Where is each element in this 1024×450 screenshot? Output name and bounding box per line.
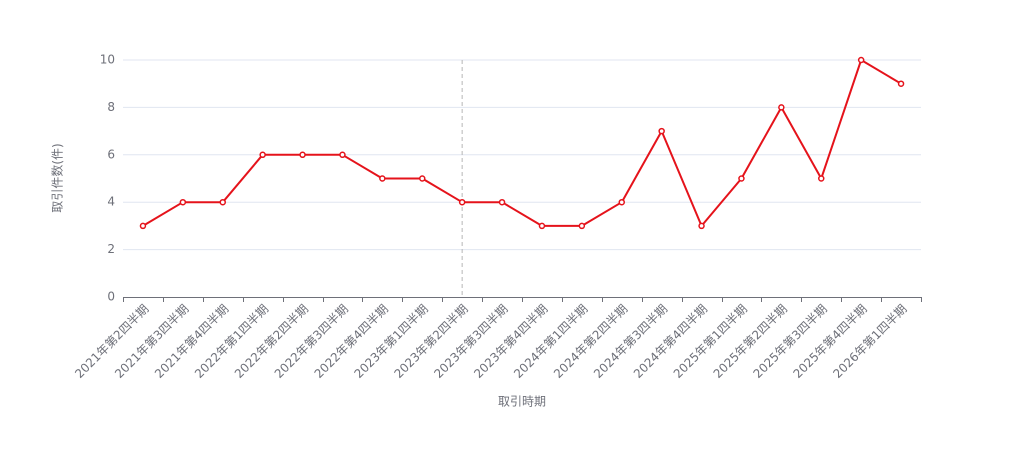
x-tick-label: 2021年第3四半期 [112, 302, 191, 381]
x-tick-label: 2024年第3四半期 [591, 302, 670, 381]
point [179, 198, 187, 206]
x-tick-label: 2023年第4四半期 [471, 302, 550, 381]
point [698, 222, 705, 230]
x-tick-label: 2026年第1四半期 [830, 302, 909, 381]
point [578, 222, 586, 230]
x-tick-label: 2024年第1四半期 [511, 302, 590, 381]
x-tick-label: 2025年第2四半期 [711, 302, 790, 381]
x-tick-label: 2022年第4四半期 [312, 302, 391, 381]
point [379, 175, 386, 182]
point [778, 104, 785, 111]
x-tick-label: 2025年第3四半期 [751, 302, 830, 381]
y-tick-label: 8 [107, 100, 115, 114]
y-tick-label: 2 [107, 242, 115, 256]
point [897, 80, 905, 87]
point [259, 151, 266, 159]
point [458, 198, 466, 206]
x-tick-label: 2023年第1四半期 [352, 302, 431, 381]
y-axis-label: 取引件数(件) [50, 143, 65, 212]
point [818, 175, 825, 182]
point [498, 198, 506, 206]
x-tick-label: 2021年第2四半期 [72, 302, 151, 381]
x-tick-label: 2024年第2四半期 [551, 302, 630, 381]
point [857, 56, 865, 64]
x-tick-label: 2021年第4四半期 [152, 302, 231, 381]
y-tick-label: 4 [107, 195, 115, 209]
point [738, 175, 745, 182]
x-tick-label: 2024年第4四半期 [631, 302, 710, 381]
y-tick-label: 6 [107, 147, 115, 161]
x-tick-label: 2022年第2四半期 [232, 302, 311, 381]
point [299, 151, 306, 159]
point [339, 151, 346, 159]
x-tick-label: 2023年第2四半期 [391, 302, 470, 381]
point [658, 127, 665, 135]
point [538, 222, 546, 230]
x-tick-label: 2025年第4四半期 [790, 302, 869, 381]
x-tick-label: 2025年第1四半期 [671, 302, 750, 381]
point [618, 198, 625, 206]
x-axis-label: 取引時期 [498, 395, 546, 409]
x-tick-label: 2022年第1四半期 [192, 302, 271, 381]
point [419, 175, 426, 182]
x-tick-label: 2022年第3四半期 [272, 302, 351, 381]
line [142, 59, 902, 227]
y-tick-label: 10 [100, 53, 115, 67]
x-tick-label: 2023年第3四半期 [431, 302, 510, 381]
y-tick-label: 0 [107, 290, 115, 304]
point [219, 198, 226, 206]
point [139, 222, 147, 230]
